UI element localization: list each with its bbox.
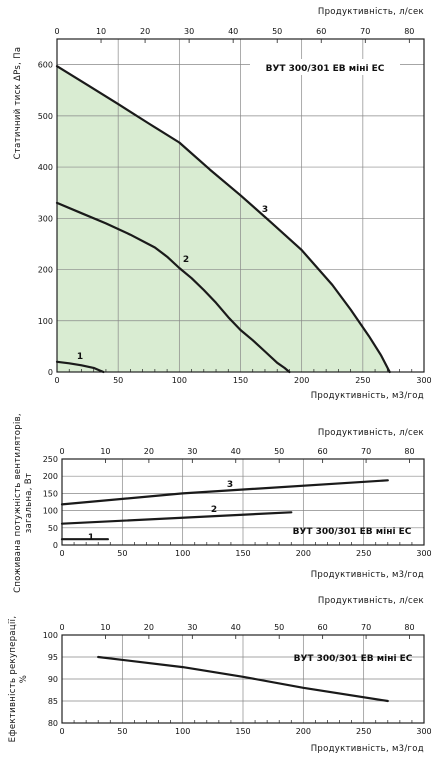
x-tick-label: 150 [235, 727, 250, 736]
y-tick-label: 100 [38, 317, 53, 326]
x2-tick-label: 40 [228, 27, 238, 36]
series-label: 1 [77, 352, 83, 362]
series-line-1 [55, 360, 105, 374]
x2-tick-label: 80 [404, 623, 414, 632]
y-tick-label: 100 [43, 507, 58, 516]
y-tick-label: 85 [48, 697, 58, 706]
x2-axis-title: Продуктивність, л/сек [318, 596, 424, 606]
x2-tick-label: 10 [100, 447, 110, 456]
x2-tick-label: 30 [187, 623, 197, 632]
x2-tick-label: 60 [318, 447, 328, 456]
y-axis-title: Споживана потужність вентиляторів,загаль… [13, 413, 34, 593]
y-tick-label: 600 [38, 61, 53, 70]
chart-title: ВУТ 300/301 ЕВ міні ЕС [294, 653, 413, 664]
x-tick-label: 100 [175, 727, 190, 736]
x2-tick-label: 10 [96, 27, 106, 36]
x2-tick-label: 20 [140, 27, 150, 36]
series-label: 3 [262, 205, 268, 215]
y-tick-label: 50 [48, 524, 58, 533]
x-tick-label: 50 [117, 549, 127, 558]
series-line-1 [97, 655, 389, 703]
y-tick-label: 200 [43, 472, 58, 481]
plot-frame [61, 458, 425, 546]
plot-frame [61, 634, 425, 724]
y-tick-label: 0 [48, 368, 53, 377]
series-line-3 [55, 65, 391, 374]
y-tick-label: 300 [38, 214, 53, 223]
x2-tick-label: 30 [187, 447, 197, 456]
x2-tick-label: 80 [404, 447, 414, 456]
chart-panel-1: 0 50 100 150 200 250 300 0 10 20 30 40 50 60 70 80 0 100 2… [13, 7, 432, 401]
series-label: 3 [227, 480, 233, 490]
x2-tick-label: 10 [100, 623, 110, 632]
y-tick-label: 0 [53, 541, 58, 550]
x2-tick-label: 60 [318, 623, 328, 632]
x-tick-label: 250 [356, 727, 371, 736]
y-tick-label: 250 [43, 455, 58, 464]
x2-tick-label: 20 [144, 623, 154, 632]
x-tick-label: 0 [59, 727, 64, 736]
x-tick-label: 200 [296, 549, 311, 558]
series-label: 2 [211, 505, 217, 515]
x-tick-label: 250 [356, 549, 371, 558]
x-tick-label: 50 [113, 376, 123, 385]
chart-title: ВУТ 300/301 ЕВ міні ЕС [293, 526, 412, 537]
y-tick-label: 200 [38, 266, 53, 275]
x-tick-label: 300 [416, 727, 431, 736]
x2-tick-label: 0 [54, 27, 59, 36]
working-area [57, 66, 390, 372]
x2-axis-title: Продуктивність, л/сек [318, 7, 424, 17]
x2-tick-label: 50 [274, 623, 284, 632]
x-axis-title: Продуктивність, м3/год [311, 570, 424, 580]
series-line-3 [60, 479, 389, 506]
chart-title-background [250, 59, 400, 75]
x2-tick-label: 70 [361, 447, 371, 456]
x2-tick-label: 60 [316, 27, 326, 36]
x-tick-label: 50 [117, 727, 127, 736]
x-tick-label: 300 [416, 549, 431, 558]
plot-frame [56, 38, 425, 373]
y-tick-label: 80 [48, 719, 58, 728]
x-axis-title: Продуктивність, м3/год [311, 391, 424, 401]
x2-tick-label: 30 [184, 27, 194, 36]
x2-tick-label: 20 [144, 447, 154, 456]
x2-tick-label: 70 [360, 27, 370, 36]
x-tick-label: 0 [54, 376, 59, 385]
series-label: 2 [183, 255, 189, 265]
x2-tick-label: 50 [272, 27, 282, 36]
x2-axis-title: Продуктивність, л/сек [318, 428, 424, 438]
x-tick-label: 150 [233, 376, 248, 385]
x2-tick-label: 80 [404, 27, 414, 36]
x-tick-label: 200 [294, 376, 309, 385]
chart-title: ВУТ 300/301 ЕВ міні ЕС [266, 63, 385, 74]
y-tick-label: 100 [43, 631, 58, 640]
y-tick-label: 95 [48, 653, 58, 662]
chart-panel-2: 0 50 100 150 200 250 300 0 10 20 30 40 50 60 70 80 0 50 10… [13, 413, 432, 593]
series-line-2 [55, 201, 291, 374]
x-tick-label: 100 [175, 549, 190, 558]
x-tick-label: 300 [416, 376, 431, 385]
y-tick-label: 90 [48, 675, 58, 684]
x-tick-label: 0 [59, 549, 64, 558]
chart-panel-3: 0 50 100 150 200 250 300 0 10 20 30 40 50 60 70 80 80 85 9… [8, 596, 432, 754]
x2-tick-label: 50 [274, 447, 284, 456]
x-tick-label: 100 [172, 376, 187, 385]
series-label: 1 [88, 533, 94, 543]
x-tick-label: 250 [355, 376, 370, 385]
y-tick-label: 150 [43, 489, 58, 498]
y-tick-label: 400 [38, 163, 53, 172]
x2-tick-label: 40 [231, 623, 241, 632]
x-axis-title: Продуктивність, м3/год [311, 744, 424, 754]
y-axis-title: Ефективність рекуперації,% [8, 616, 29, 743]
x2-tick-label: 70 [361, 623, 371, 632]
y-axis-title: Статичний тиск ΔPs, Па [13, 47, 23, 160]
x-tick-label: 150 [235, 549, 250, 558]
x2-tick-label: 40 [231, 447, 241, 456]
x2-tick-label: 0 [59, 447, 64, 456]
x-tick-label: 200 [296, 727, 311, 736]
y-tick-label: 500 [38, 112, 53, 121]
series-line-2 [60, 511, 293, 525]
x2-tick-label: 0 [59, 623, 64, 632]
